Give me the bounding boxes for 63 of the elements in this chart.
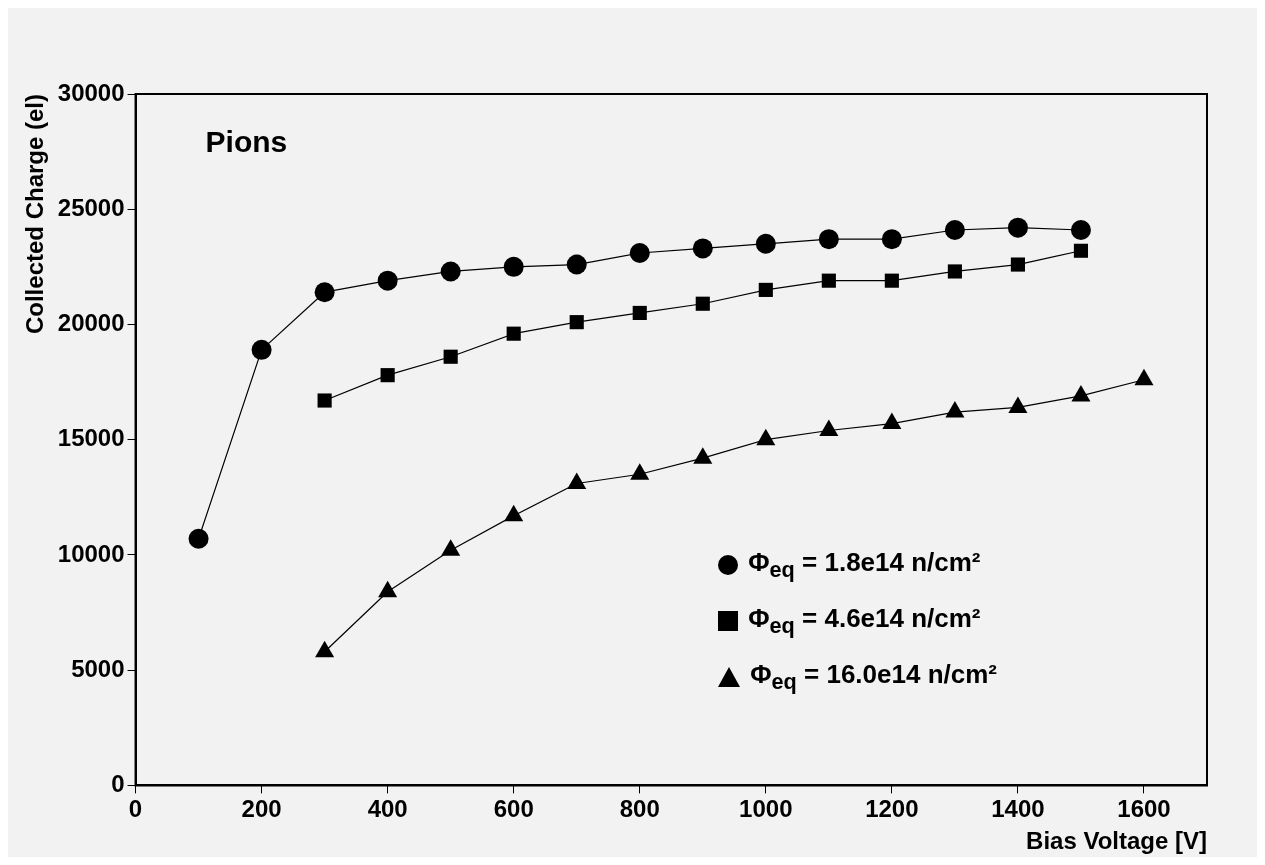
point xyxy=(1007,217,1028,238)
y-tick-label: 0 xyxy=(111,770,125,798)
point xyxy=(1010,257,1025,272)
point xyxy=(1134,368,1154,386)
point xyxy=(251,339,272,360)
point xyxy=(882,412,902,430)
point xyxy=(566,254,587,275)
point xyxy=(503,256,524,277)
point xyxy=(947,264,962,279)
x-tick-label: 800 xyxy=(619,795,660,823)
point xyxy=(567,472,587,489)
point xyxy=(1070,219,1091,240)
legend-label: Φ$_{eq}$ = 1.8e14 n/cm² xyxy=(748,547,981,584)
x-tick-label: 1400 xyxy=(991,795,1045,823)
point xyxy=(629,243,650,264)
point xyxy=(758,282,773,297)
point xyxy=(756,428,776,446)
legend-label: Φ$_{eq}$ = 4.6e14 n/cm² xyxy=(748,603,981,640)
x-tick-label: 1200 xyxy=(865,795,919,823)
point xyxy=(944,219,965,240)
point xyxy=(1073,243,1089,258)
x-tick-label: 0 xyxy=(128,795,143,823)
point xyxy=(315,640,335,658)
y-tick-label: 30000 xyxy=(57,78,125,106)
y-tick-label: 20000 xyxy=(57,309,125,337)
x-tick-label: 200 xyxy=(241,795,282,823)
point xyxy=(1071,384,1091,402)
x-tick-label: 1000 xyxy=(739,795,793,823)
y-tick-label: 25000 xyxy=(57,193,125,221)
point xyxy=(441,539,461,556)
annotation: Pions xyxy=(205,125,288,159)
point xyxy=(504,504,524,522)
y-tick-label: 15000 xyxy=(57,424,125,452)
x-tick-label: 600 xyxy=(493,795,534,823)
y-tick-label: 10000 xyxy=(57,539,125,567)
point xyxy=(440,261,461,282)
point xyxy=(819,419,839,436)
point xyxy=(945,401,965,418)
point xyxy=(692,238,713,259)
point xyxy=(443,349,458,364)
point xyxy=(693,447,713,464)
x-axis-title: Bias Voltage [V] xyxy=(1026,827,1207,855)
point xyxy=(377,270,398,291)
point xyxy=(569,315,584,330)
point xyxy=(317,393,332,408)
point xyxy=(695,296,710,311)
point xyxy=(632,305,647,321)
point xyxy=(881,229,902,250)
point xyxy=(1008,396,1028,413)
y-tick-label: 5000 xyxy=(71,654,125,682)
point xyxy=(314,282,335,303)
x-tick-label: 1600 xyxy=(1117,795,1171,823)
point xyxy=(630,463,650,480)
point xyxy=(506,326,521,341)
point xyxy=(378,580,398,598)
point xyxy=(380,368,395,383)
legend-label: Φ$_{eq}$ = 16.0e14 n/cm² xyxy=(750,659,997,696)
y-axis-title: Collected Charge (el) xyxy=(21,94,49,335)
point xyxy=(818,229,839,250)
point xyxy=(821,273,836,288)
point xyxy=(755,233,776,254)
x-tick-label: 400 xyxy=(367,795,408,823)
point xyxy=(884,273,899,288)
